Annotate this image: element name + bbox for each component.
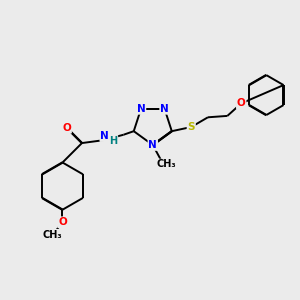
Text: N: N [148, 140, 157, 150]
Text: CH₃: CH₃ [157, 159, 176, 170]
Text: H: H [109, 136, 117, 146]
Text: CH₃: CH₃ [43, 230, 63, 240]
Text: O: O [237, 98, 246, 108]
Text: N: N [100, 131, 109, 141]
Text: O: O [62, 123, 71, 133]
Text: N: N [160, 104, 169, 114]
Text: O: O [58, 217, 67, 227]
Text: N: N [136, 104, 146, 114]
Text: S: S [188, 122, 195, 132]
